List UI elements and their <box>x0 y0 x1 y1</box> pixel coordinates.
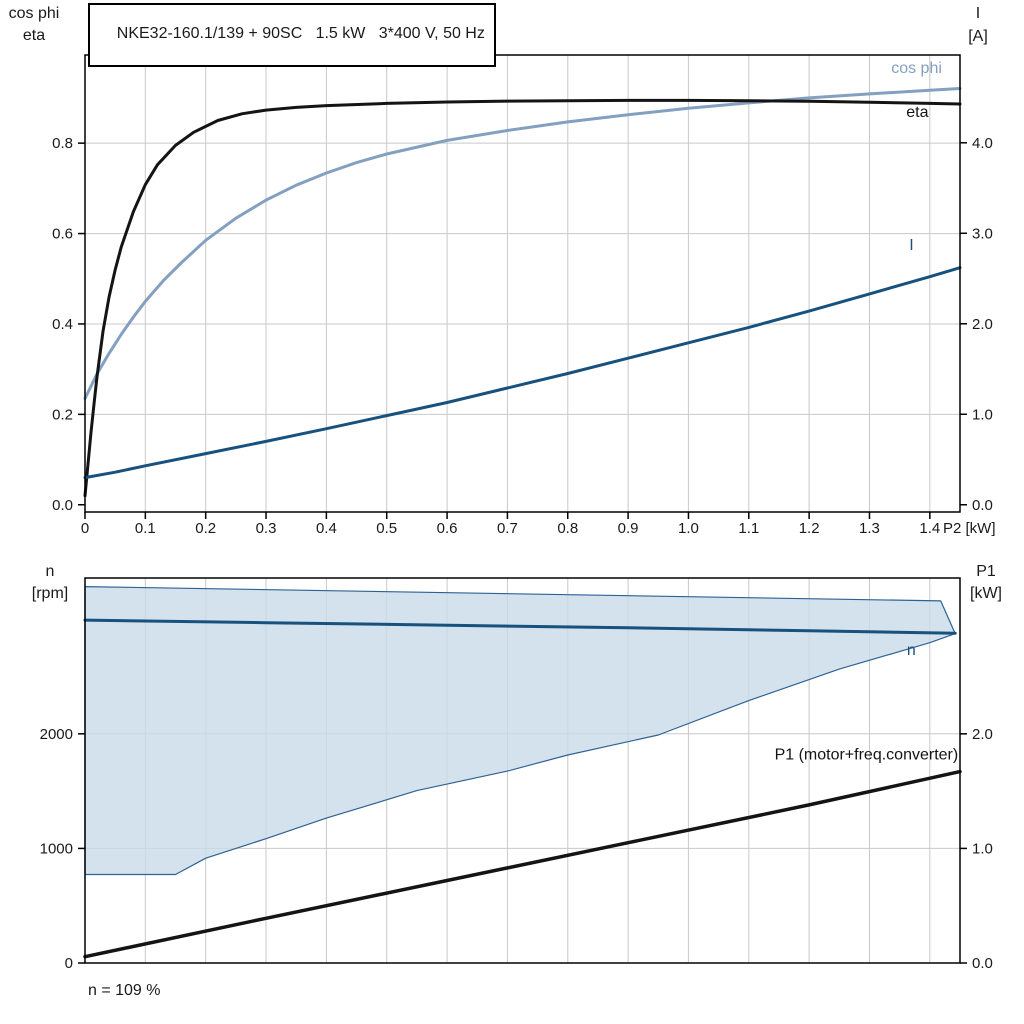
chart-text: 1.3 <box>859 520 880 537</box>
series-p1 <box>83 769 962 959</box>
chart-text: 1.0 <box>972 840 993 857</box>
chart-text: 1.4 <box>919 520 940 537</box>
speed-percentage-note: n = 109 % <box>88 982 161 999</box>
chart-text: n <box>46 563 55 580</box>
series-speed-range <box>84 585 956 876</box>
chart-text: P1 <box>976 563 996 580</box>
chart-title-box: NKE32-160.1/139 + 90SC 1.5 kW 3*400 V, 5… <box>88 3 496 67</box>
chart-text: [A] <box>968 28 988 45</box>
chart-text: 1.1 <box>738 520 759 537</box>
chart-text: cos phi <box>9 5 60 22</box>
chart-text: 0.4 <box>52 316 73 333</box>
series-eta <box>83 98 962 498</box>
plot-frame <box>84 577 961 964</box>
chart-text: I <box>976 5 980 22</box>
chart-text: 0.9 <box>618 520 639 537</box>
speed-power-chart: 0 1000 2000 0.0 1.0 2.0 n [rpm] P1 [kW] n P1 (motor… <box>32 563 1002 972</box>
chart-text: 0.0 <box>972 497 993 514</box>
chart-text: [rpm] <box>32 585 68 602</box>
chart-text: 0.3 <box>256 520 277 537</box>
series-n <box>83 618 957 635</box>
chart-text: 0.5 <box>376 520 397 537</box>
chart-text: cos phi <box>891 60 942 77</box>
chart-text: 1.0 <box>972 406 993 423</box>
chart-text: 0.2 <box>195 520 216 537</box>
chart-text: eta <box>906 104 928 121</box>
series-cos-phi <box>83 87 962 400</box>
chart-text: 3.0 <box>972 225 993 242</box>
chart-text: 0.4 <box>316 520 337 537</box>
chart-text: 4.0 <box>972 135 993 152</box>
chart-text: P1 (motor+freq.converter) <box>775 746 959 763</box>
chart-text: 2000 <box>40 726 73 743</box>
motor-curves-chart: 0.0 0.2 0.4 0.6 0.8 0.0 1.0 2.0 3.0 4.0 0 0.1 0.2 0.3… <box>9 5 996 537</box>
chart-text: 0 <box>81 520 89 537</box>
chart-text: 0.6 <box>437 520 458 537</box>
chart-text: 0.7 <box>497 520 518 537</box>
chart-text: 0.8 <box>52 135 73 152</box>
chart-text: 0 <box>65 955 73 972</box>
chart-text: 0.0 <box>52 497 73 514</box>
chart-text: n <box>907 642 916 659</box>
chart-text: 0.2 <box>52 406 73 423</box>
chart-text: 0.1 <box>135 520 156 537</box>
chart-text: 1.0 <box>678 520 699 537</box>
chart-text: [kW] <box>970 585 1002 602</box>
chart-text: 0.8 <box>557 520 578 537</box>
chart-text: 0.0 <box>972 955 993 972</box>
chart-text: P2 [kW] <box>943 520 996 537</box>
chart-text: 0.6 <box>52 226 73 243</box>
chart-text: 1000 <box>40 840 73 857</box>
chart-text: 1.2 <box>799 520 820 537</box>
chart-text: I <box>909 237 913 254</box>
chart-text: 2.0 <box>972 316 993 333</box>
chart-text: eta <box>23 27 45 44</box>
chart-title: NKE32-160.1/139 + 90SC 1.5 kW 3*400 V, 5… <box>116 25 485 42</box>
plot-frame <box>84 54 961 513</box>
chart-text: 2.0 <box>972 726 993 743</box>
series-current <box>83 266 962 480</box>
